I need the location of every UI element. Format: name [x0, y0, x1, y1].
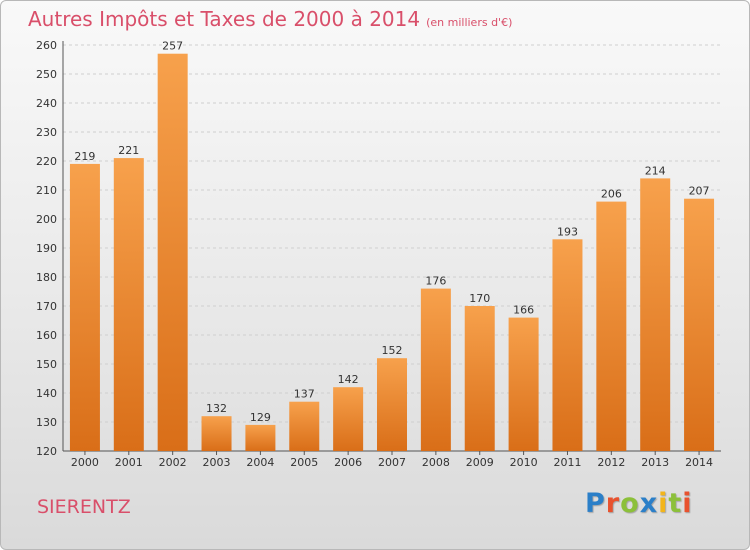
y-tick-label: 180	[36, 271, 57, 284]
bar-2011	[552, 239, 583, 451]
bars	[69, 53, 715, 451]
data-label: 219	[74, 150, 95, 163]
y-tick-label: 260	[36, 39, 57, 52]
x-tick-label: 2008	[422, 456, 450, 469]
y-tick-label: 210	[36, 184, 57, 197]
bar-2010	[508, 317, 539, 451]
y-tick-label: 250	[36, 68, 57, 81]
y-tick-label: 160	[36, 329, 57, 342]
data-label: 129	[250, 411, 271, 424]
data-label: 137	[294, 388, 315, 401]
y-tick-label: 200	[36, 213, 57, 226]
bar-2009	[464, 306, 495, 451]
x-tick-label: 2004	[246, 456, 274, 469]
y-tick-label: 220	[36, 155, 57, 168]
chart-subtitle: (en milliers d'€)	[426, 16, 513, 29]
data-label: 176	[425, 275, 446, 288]
data-label: 221	[118, 144, 139, 157]
logo-letter: o	[620, 488, 640, 519]
x-tick-label: 2000	[71, 456, 99, 469]
y-tick-label: 150	[36, 358, 57, 371]
y-tick-label: 240	[36, 97, 57, 110]
x-tick-label: 2010	[510, 456, 538, 469]
data-label: 207	[689, 185, 710, 198]
logo-letter: t	[668, 488, 683, 519]
data-label: 152	[382, 344, 403, 357]
proxiti-logo: Proxiti	[585, 488, 693, 519]
x-tick-label: 2003	[203, 456, 231, 469]
bar-2014	[684, 198, 715, 451]
logo-letter: i	[682, 488, 693, 519]
bar-2012	[596, 201, 627, 451]
y-tick-label: 190	[36, 242, 57, 255]
logo-letter: r	[605, 488, 621, 519]
bar-2003	[201, 416, 232, 451]
y-tick-label: 120	[36, 445, 57, 458]
logo-letter: i	[658, 488, 669, 519]
chart-title: Autres Impôts et Taxes de 2000 à 2014 (en…	[28, 7, 512, 31]
town-name: SIERENTZ	[37, 496, 131, 518]
chart-title-text: Autres Impôts et Taxes de 2000 à 2014	[28, 7, 421, 31]
x-tick-label: 2013	[641, 456, 669, 469]
logo-letter: P	[585, 488, 606, 519]
bar-2002	[157, 53, 188, 451]
data-label: 257	[162, 40, 183, 53]
x-tick-label: 2011	[553, 456, 581, 469]
y-tick-label: 230	[36, 126, 57, 139]
bar-2006	[333, 387, 364, 451]
x-tick-label: 2007	[378, 456, 406, 469]
x-tick-label: 2014	[685, 456, 713, 469]
bar-2004	[245, 424, 276, 451]
logo-letter: x	[639, 488, 659, 519]
data-label: 132	[206, 402, 227, 415]
bar-2000	[69, 163, 100, 451]
y-tick-label: 130	[36, 416, 57, 429]
y-tick-label: 170	[36, 300, 57, 313]
bar-2005	[289, 401, 320, 451]
x-tick-label: 2012	[597, 456, 625, 469]
data-label: 206	[601, 188, 622, 201]
x-tick-label: 2001	[115, 456, 143, 469]
data-label: 170	[469, 292, 490, 305]
bar-2007	[377, 358, 407, 451]
x-tick-label: 2009	[466, 456, 494, 469]
data-label: 193	[557, 225, 578, 238]
bar-2013	[640, 178, 671, 451]
data-label: 166	[513, 304, 534, 317]
x-tick-label: 2005	[290, 456, 318, 469]
y-tick-label: 140	[36, 387, 57, 400]
bar-2008	[420, 288, 451, 451]
data-label: 142	[338, 373, 359, 386]
bar-2001	[113, 158, 144, 451]
data-label: 214	[645, 164, 666, 177]
labels: 120 130 140 150 160 170 180 190 200 210 220 230 240 2…	[36, 39, 713, 469]
x-tick-label: 2002	[159, 456, 187, 469]
x-tick-label: 2006	[334, 456, 362, 469]
